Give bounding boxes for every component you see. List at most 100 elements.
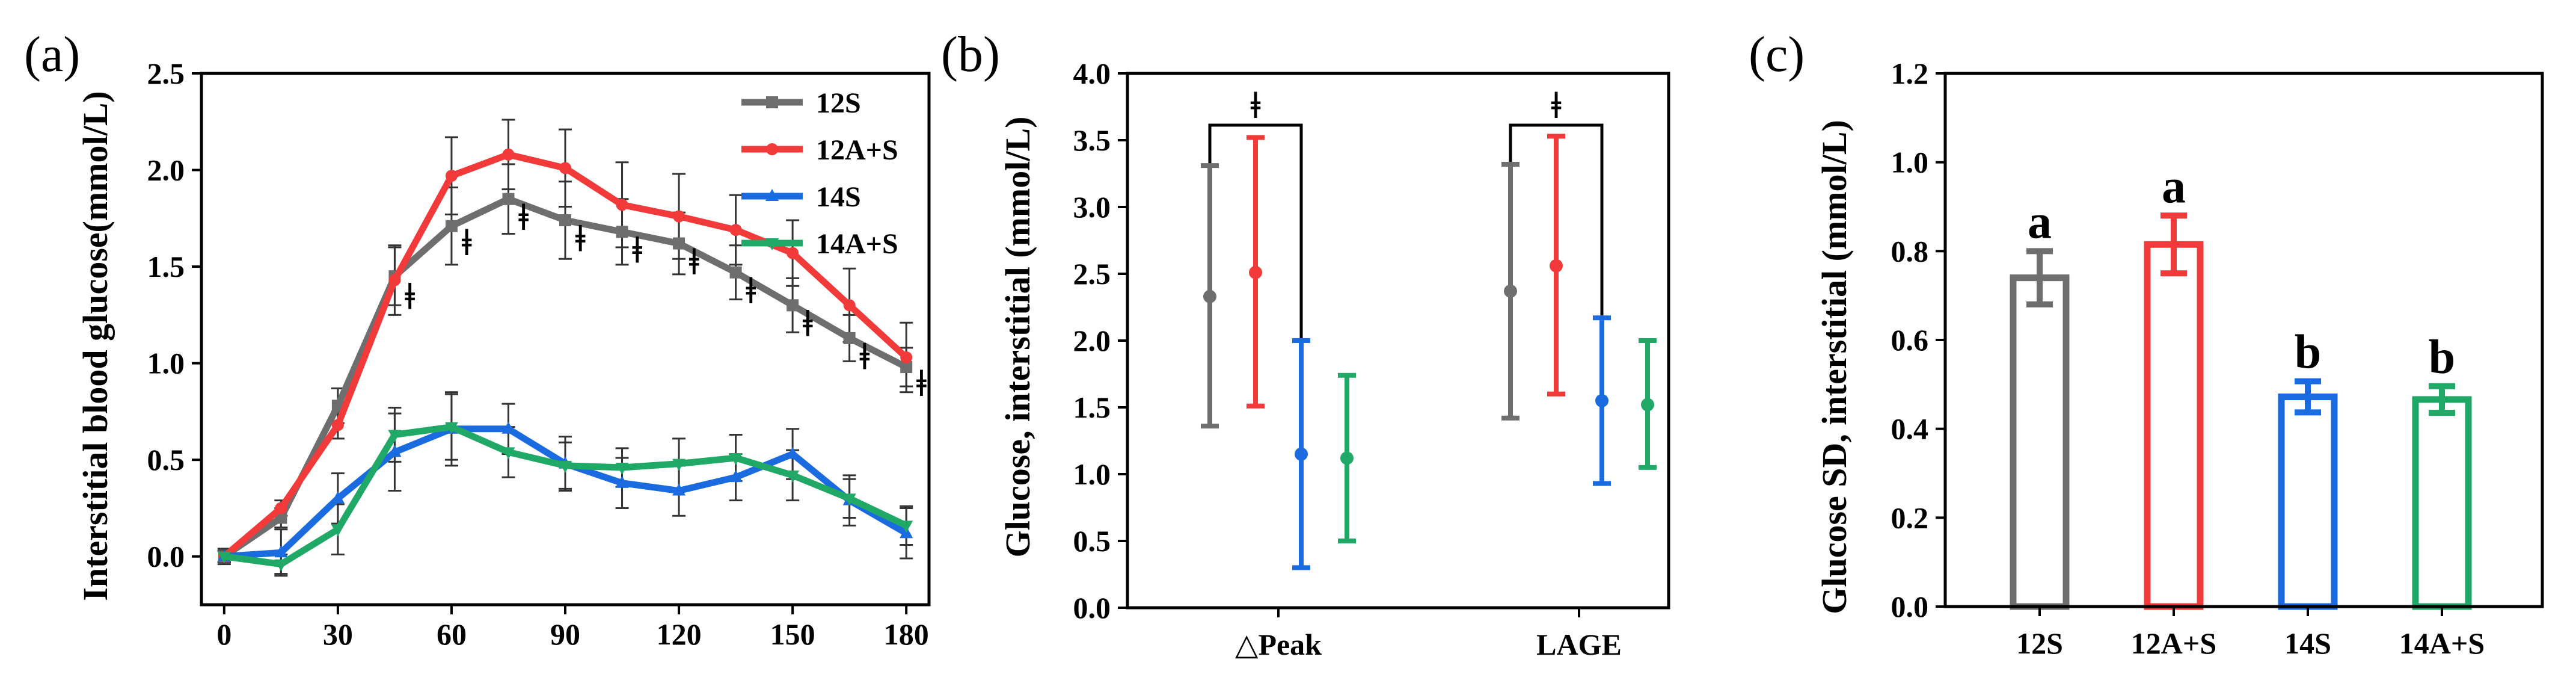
- panel-a-point-12A+S: [729, 224, 742, 236]
- panel-a-point-12S: [900, 361, 913, 374]
- panel-a-ytick-label: 2.0: [147, 153, 185, 187]
- panel-a-point-12S: [843, 332, 856, 344]
- panel-b-significance-bracket: [1208, 123, 1303, 338]
- panel-b-ytick-label: 2.0: [1073, 324, 1111, 357]
- panel-b-ytick-label: 2.5: [1073, 257, 1111, 291]
- panel-a-point-14A+S: [729, 452, 743, 465]
- panel-c-ytick-label: 0.8: [1891, 234, 1929, 268]
- panel-b-ylabel: Glucose, interstitial (mmol/L): [998, 117, 1037, 558]
- panel-b-xtick-label: LAGE: [1536, 628, 1622, 661]
- panel-a-point-14A+S: [501, 447, 515, 460]
- panel-c-letter-14S: b: [2295, 326, 2322, 379]
- panel-b-ytick-label: 3.5: [1073, 123, 1111, 157]
- panel-a-xtick-label: 120: [657, 617, 702, 651]
- panel-a-xtick-label: 90: [550, 617, 580, 651]
- panel-b-point-14A+S: [1641, 398, 1654, 412]
- panel-b-significance-bracket: [1509, 123, 1604, 316]
- panel-a-legend-label-12A+S: 12A+S: [816, 134, 898, 166]
- panel-c-ylabel: Glucose SD, interstitial (mmol/L): [1815, 120, 1854, 614]
- panel-a-legend-marker-12S: [766, 96, 778, 108]
- panel-b-significance-mark: ǂ: [1250, 85, 1260, 126]
- panel-a-point-14A+S: [217, 551, 231, 564]
- panel-b-ytick-label: 3.0: [1073, 190, 1111, 224]
- panel-a-point-14S: [615, 475, 629, 488]
- panel-a-point-14A+S: [842, 493, 856, 506]
- panel-a-plot: 0.0 0.5 1.0 1.5 2.0 2.5 0 30 60 90 120 150 180 ǂ ǂ ǂ ǂ ǂ ǂ…: [147, 57, 931, 651]
- panel-a-point-12A+S: [331, 419, 344, 431]
- panel-c-letter-12S: a: [2028, 196, 2052, 249]
- panel-b-ytick-label: 1.5: [1073, 391, 1111, 424]
- panel-a-point-12S: [559, 214, 571, 227]
- panel-b-frame: [1126, 72, 1670, 610]
- panel-b-point-14S: [1595, 394, 1608, 407]
- panel-a-legend: 12S 12A+S 14S 14A+S: [741, 87, 898, 260]
- panel-a-point-12A+S: [445, 170, 458, 182]
- panel-a-point-14S: [729, 470, 743, 483]
- panel-a-point-12S: [502, 193, 515, 205]
- panel-a-legend-marker-14S: [765, 189, 779, 201]
- panel-a-point-14S: [786, 446, 800, 459]
- panel-c: (c) Glucose SD, interstitial (mmol/L) 0.…: [1749, 26, 2544, 660]
- panel-a-significance-mark: ǂ: [405, 277, 415, 318]
- panel-a-point-14A+S: [900, 520, 913, 533]
- panel-c-bar-12S: [2010, 274, 2070, 610]
- panel-a-point-12S: [445, 220, 458, 232]
- panel-a-point-12A+S: [559, 162, 571, 174]
- panel-a-point-14S: [331, 491, 345, 504]
- panel-c-ytick-label: 1.0: [1891, 146, 1929, 179]
- panel-a-point-14A+S: [786, 470, 800, 483]
- panel-a-point-12A+S: [388, 274, 401, 286]
- panel-a-point-14S: [388, 445, 402, 457]
- panel-a-legend-label-12S: 12S: [816, 87, 861, 119]
- panel-a-point-12S: [616, 226, 628, 238]
- panel-c-ytick-label: 0.0: [1891, 590, 1929, 623]
- panel-a-point-14A+S: [559, 460, 572, 473]
- panel-a-point-12A+S: [502, 148, 515, 161]
- panel-c-plot: 0.0 0.2 0.4 0.6 0.8 1.0 1.2 a 12S a 12A+S b 14S b 14A+…: [1891, 57, 2544, 660]
- panel-a-legend-marker-12A+S: [766, 143, 778, 155]
- panel-c-xtick-label: 14A+S: [2399, 626, 2485, 660]
- panel-a-xtick-label: 150: [770, 617, 815, 651]
- panel-c-label: (c): [1749, 26, 1805, 82]
- panel-a-significance-mark: ǂ: [859, 336, 869, 377]
- panel-a-xtick-label: 60: [437, 617, 467, 651]
- panel-a-significance-mark: ǂ: [461, 223, 471, 264]
- panel-a-significance-mark: ǂ: [916, 363, 927, 404]
- panel-a-point-12A+S: [900, 351, 913, 364]
- panel-c-frame: [1943, 72, 2544, 608]
- panel-a-point-12S: [787, 299, 799, 312]
- panel-a-point-12S: [673, 237, 685, 250]
- panel-b-significance-mark: ǂ: [1551, 85, 1561, 126]
- panel-a-significance-mark: ǂ: [689, 242, 699, 283]
- panel-c-bar-14A+S: [2412, 396, 2472, 610]
- panel-b-ytick-label: 4.0: [1073, 57, 1111, 90]
- panel-a-point-14S: [501, 421, 515, 434]
- panel-b-label: (b): [941, 26, 1000, 82]
- panel-c-xtick-label: 14S: [2284, 626, 2331, 660]
- panel-c-ytick-label: 1.2: [1891, 57, 1929, 90]
- panel-b-ytick-label: 1.0: [1073, 457, 1111, 491]
- panel-c-bar-14S: [2278, 394, 2338, 610]
- panel-a-legend-label-14A+S: 14A+S: [816, 228, 898, 260]
- panel-c-ytick-label: 0.6: [1891, 323, 1929, 357]
- panel-a-significance-mark: ǂ: [632, 230, 642, 271]
- panel-c-ytick-label: 0.2: [1891, 501, 1929, 534]
- panel-a-ytick-label: 0.0: [147, 540, 185, 573]
- panel-a-ytick-label: 0.5: [147, 443, 185, 477]
- panel-a: (a) Interstitial blood glucose(mmol/L) 0…: [24, 26, 931, 651]
- panel-a-xtick-label: 30: [323, 617, 353, 651]
- panel-a-point-12A+S: [787, 247, 799, 259]
- panel-b-ytick-label: 0.5: [1073, 524, 1111, 558]
- panel-a-legend-label-14S: 14S: [816, 181, 861, 213]
- panel-a-frame: [200, 72, 931, 607]
- panel-a-point-12A+S: [673, 210, 685, 223]
- panel-b-plot: 0.0 0.5 1.0 1.5 2.0 2.5 3.0 3.5 4.0 △Peak LAGE ǂ ǂ: [1073, 57, 1670, 661]
- panel-b: (b) Glucose, interstitial (mmol/L) 0.00.…: [941, 26, 1670, 661]
- panel-c-xtick-label: 12A+S: [2131, 626, 2216, 660]
- panel-a-significance-mark: ǂ: [746, 271, 756, 312]
- panel-b-point-14A+S: [1340, 451, 1354, 465]
- panel-a-point-12A+S: [616, 199, 628, 211]
- panel-a-label: (a): [24, 26, 80, 82]
- panel-a-ytick-label: 1.0: [147, 347, 185, 380]
